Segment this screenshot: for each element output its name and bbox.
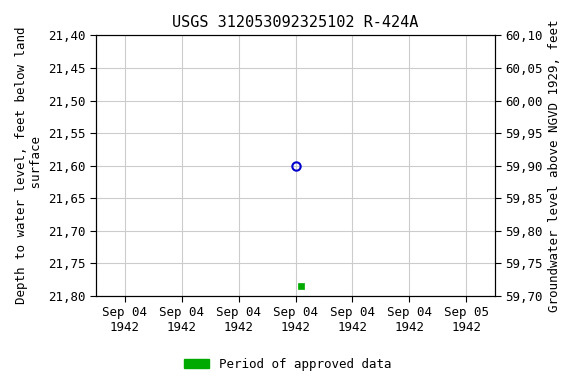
Legend: Period of approved data: Period of approved data [179,353,397,376]
Title: USGS 312053092325102 R-424A: USGS 312053092325102 R-424A [172,15,419,30]
Y-axis label: Depth to water level, feet below land
 surface: Depth to water level, feet below land su… [15,27,43,305]
Y-axis label: Groundwater level above NGVD 1929, feet: Groundwater level above NGVD 1929, feet [548,20,561,312]
